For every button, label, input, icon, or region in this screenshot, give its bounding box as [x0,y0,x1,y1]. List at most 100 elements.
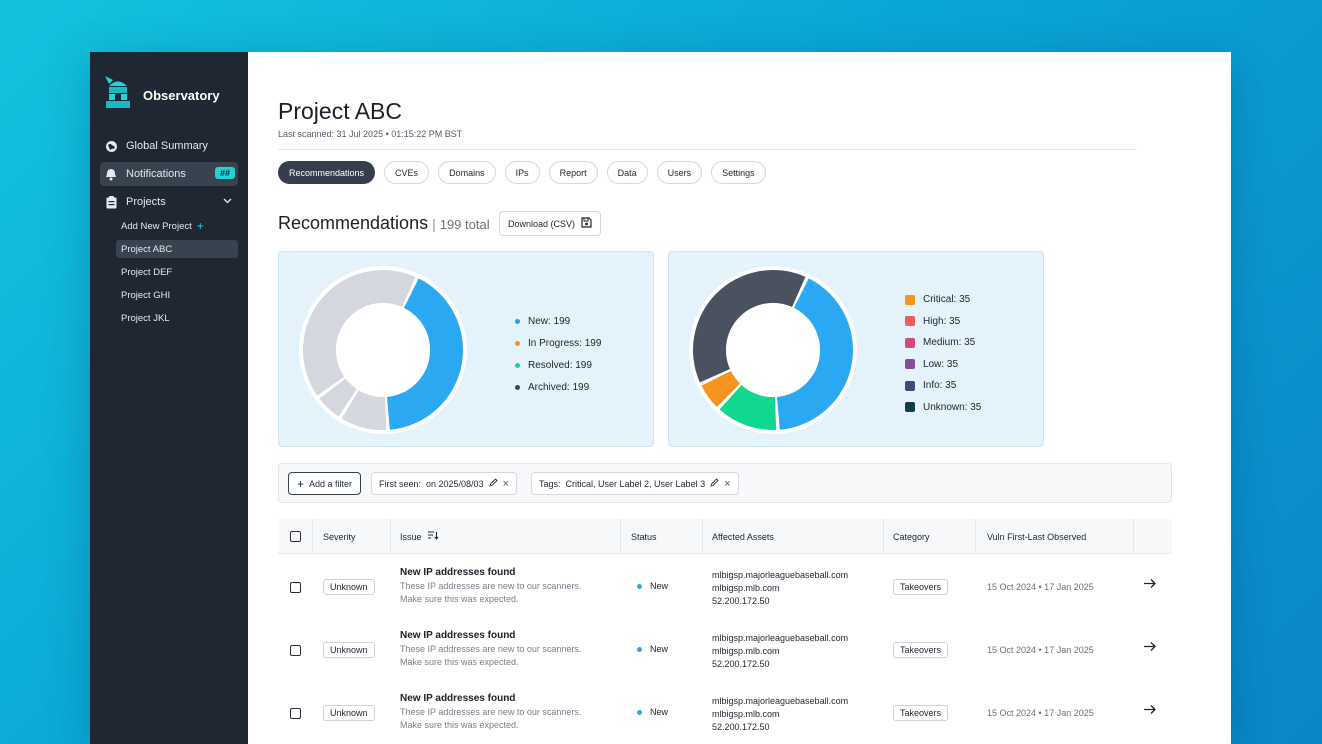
issue-cell: New IP addresses found These IP addresse… [400,693,581,732]
download-label: Download (CSV) [508,218,576,229]
column-header-category[interactable]: Category [893,531,930,542]
status-label: New [650,707,669,717]
asset-item[interactable]: mlbigsp.mlb.com [712,709,780,719]
arrow-right-icon[interactable] [1144,704,1157,717]
legend-label: High: 35 [923,315,961,327]
sidebar-item-global-summary[interactable]: Global Summary [100,134,238,158]
section-separator: | [432,216,436,232]
select-all-checkbox[interactable] [290,531,301,542]
donut-slice[interactable] [319,378,357,417]
table-row[interactable]: Unknown New IP addresses found These IP … [278,617,1172,680]
issue-cell: New IP addresses found These IP addresse… [400,630,581,669]
legend-swatch-high [905,316,915,327]
asset-item[interactable]: 52.200.172.50 [712,722,770,732]
status-cell: New [637,581,668,591]
row-checkbox[interactable] [290,582,301,593]
issue-description: These IP addresses are new to our scanne… [400,707,582,717]
legend-item: Medium: 35 [905,332,981,354]
sort-icon[interactable] [427,531,439,542]
donut-slice[interactable] [303,270,416,396]
select-all-cell [290,519,301,554]
donut-slice[interactable] [386,278,464,430]
sidebar-project-ghi[interactable]: Project GHI [116,286,238,304]
severity-badge: Unknown [323,642,375,658]
sidebar-item-projects[interactable]: Projects [100,190,238,214]
tab-recommendations[interactable]: Recommendations [278,161,376,184]
donut-slice[interactable] [693,270,806,383]
save-icon [581,217,592,230]
row-checkbox[interactable] [290,645,301,656]
table-row[interactable]: Unknown New IP addresses found These IP … [278,680,1172,743]
status-cell: New [637,644,668,654]
filter-chip-first-seen[interactable]: First seen: on 2025/08/03 × [371,472,518,495]
legend-label: Info: 35 [923,380,957,392]
asset-item[interactable]: mlbigsp.majorleaguebaseball.com [712,633,849,643]
edit-icon[interactable] [710,478,719,489]
filter-chip-tags[interactable]: Tags: Critical, User Label 2, User Label… [531,472,739,495]
column-header-observed[interactable]: Vuln First-Last Observed [987,531,1087,542]
legend-dot-in-progress [515,340,520,346]
tab-ips[interactable]: IPs [504,161,540,184]
app-name: Observatory [143,88,220,103]
status-dot [637,646,642,652]
observed-dates: 15 Oct 2024 • 17 Jan 2025 [987,645,1094,655]
tab-settings[interactable]: Settings [711,161,766,184]
row-checkbox[interactable] [290,708,301,719]
tab-data[interactable]: Data [606,161,648,184]
column-header-affected-assets[interactable]: Affected Assets [712,531,774,542]
observed-dates: 15 Oct 2024 • 17 Jan 2025 [987,582,1094,592]
sidebar-project-def[interactable]: Project DEF [116,263,238,281]
tab-users[interactable]: Users [656,161,703,184]
legend-swatch-info [905,380,915,391]
column-divider [620,519,621,554]
download-csv-button[interactable]: Download (CSV) [499,211,602,236]
column-header-severity[interactable]: Severity [323,531,356,542]
legend-label: In Progress: 199 [528,337,602,349]
asset-item[interactable]: mlbigsp.majorleaguebaseball.com [712,570,849,580]
legend-item: New: 199 [515,310,601,332]
issue-title: New IP addresses found [400,567,516,578]
asset-item[interactable]: mlbigsp.mlb.com [712,646,780,656]
asset-item[interactable]: mlbigsp.mlb.com [712,583,780,593]
section-count: 199 total [439,217,490,232]
tab-report[interactable]: Report [548,161,598,184]
arrow-right-icon[interactable] [1144,641,1157,654]
donut-slice[interactable] [719,384,777,430]
legend-item: In Progress: 199 [515,332,601,354]
asset-item[interactable]: 52.200.172.50 [712,596,770,606]
sidebar-project-jkl[interactable]: Project JKL [116,309,238,327]
status-label: New [650,581,669,591]
sidebar-item-notifications[interactable]: Notifications ## [100,162,238,186]
legend-label: Critical: 35 [923,294,971,306]
column-header-status[interactable]: Status [631,531,657,542]
legend-item: High: 35 [905,311,981,333]
status-cell: New [637,707,668,717]
sidebar-project-abc[interactable]: Project ABC [116,240,238,258]
main-content: Project ABC Last scanned: 31 Jul 2025 • … [248,52,1231,744]
donut-slice[interactable] [776,278,853,430]
severity-donut-chart [689,266,857,434]
add-filter-button[interactable]: + Add a filter [288,472,362,495]
category-badge: Takeovers [893,642,949,658]
legend-item: Low: 35 [905,354,981,376]
arrow-right-icon[interactable] [1144,578,1157,591]
brand[interactable]: Observatory [103,74,220,117]
close-icon[interactable]: × [724,477,731,490]
donut-hole [336,303,430,397]
add-new-project-button[interactable]: Add New Project + [116,217,238,235]
status-dot [637,709,642,715]
donut-slice[interactable] [341,390,387,430]
close-icon[interactable]: × [502,477,510,490]
legend-item: Resolved: 199 [515,354,601,376]
column-header-issue[interactable]: Issue [400,519,439,554]
edit-icon[interactable] [488,478,498,489]
asset-item[interactable]: mlbigsp.majorleaguebaseball.com [712,696,849,706]
issue-description: Make sure this was expected. [400,657,519,667]
chevron-down-icon [223,196,232,208]
table-row[interactable]: Unknown New IP addresses found These IP … [278,554,1172,617]
legend-item: Critical: 35 [905,289,981,311]
donut-slice[interactable] [701,370,741,408]
tab-cves[interactable]: CVEs [384,161,430,184]
tab-domains[interactable]: Domains [438,161,496,184]
asset-item[interactable]: 52.200.172.50 [712,659,770,669]
